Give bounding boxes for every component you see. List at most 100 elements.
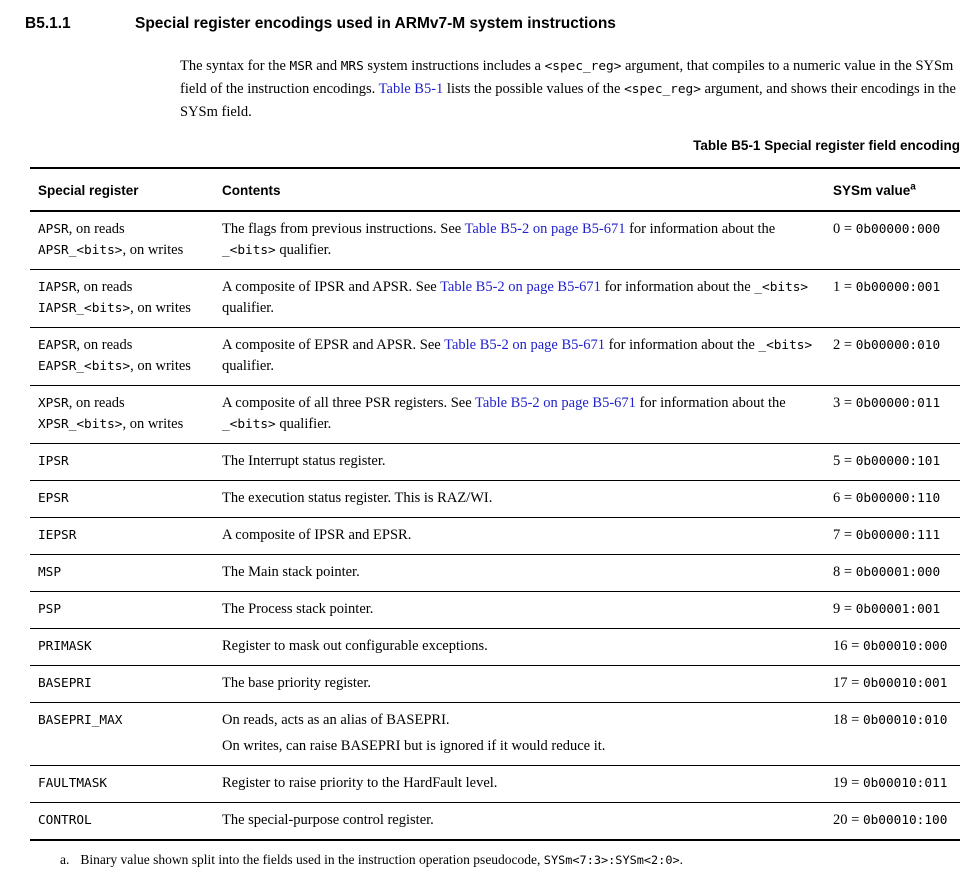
special-register-table: Special register Contents SYSm valuea AP… (30, 167, 960, 841)
register-line: FAULTMASK (38, 773, 214, 794)
text-run: qualifier. (222, 300, 274, 316)
sysm-value-cell: 7 = 0b00000:111 (833, 517, 960, 555)
table-row: EAPSR, on reads EAPSR_<bits>, on writes A … (30, 327, 960, 386)
register-line: CONTROL (38, 810, 214, 831)
inline-code: PSP (38, 602, 62, 617)
inline-code: <spec_reg> (544, 59, 622, 74)
table-row: PRIMASK Register to mask out configurable… (30, 628, 960, 666)
register-cell: IPSR (30, 443, 222, 481)
sysm-header-label: SYSm value (833, 183, 911, 198)
register-line: IEPSR (38, 525, 214, 546)
text-run: qualifier. (275, 416, 332, 432)
sysm-value-cell: 1 = 0b00000:001 (833, 269, 960, 328)
intro-paragraph: The syntax for the MSR and MRS system in… (180, 55, 960, 123)
register-cell: PRIMASK (30, 628, 222, 666)
text-run: for information about the (600, 279, 755, 295)
table-row: XPSR, on reads XPSR_<bits>, on writes A co… (30, 385, 960, 444)
inline-code: 0b00010:010 (862, 713, 948, 728)
inline-code: 0b00001:000 (855, 565, 941, 580)
sysm-value-cell: 18 = 0b00010:010 (833, 702, 960, 766)
text-run: for information about the (625, 221, 776, 237)
text-run: Binary value shown split into the fields… (80, 852, 544, 867)
sysm-value-cell: 9 = 0b00001:001 (833, 591, 960, 629)
inline-code: 0b00010:100 (862, 813, 948, 828)
inline-code: MSP (38, 565, 62, 580)
table-row: MSP The Main stack pointer. 8 = 0b00001:00… (30, 554, 960, 592)
cross-reference-link[interactable]: Table B5-2 on page B5-671 (464, 221, 626, 237)
text-run: , on reads (68, 395, 125, 411)
text-run: 20 = (833, 812, 863, 828)
inline-code: IAPSR_<bits> (38, 301, 131, 316)
contents-cell: The Main stack pointer. (222, 554, 833, 592)
inline-code: 0b00000:000 (855, 222, 941, 237)
sysm-value-cell: 16 = 0b00010:000 (833, 628, 960, 666)
table-row: PSP The Process stack pointer. 9 = 0b00001… (30, 591, 960, 629)
register-cell: IEPSR (30, 517, 222, 555)
register-line: EAPSR, on reads (38, 335, 214, 356)
register-line: IPSR (38, 451, 214, 472)
cross-reference-link[interactable]: Table B5-2 on page B5-671 (475, 395, 636, 411)
text-run: , on writes (130, 358, 191, 374)
text-run: 18 = (833, 712, 863, 728)
text-run: 9 = (833, 601, 856, 617)
register-line: IAPSR_<bits>, on writes (38, 298, 214, 319)
contents-paragraph: The execution status register. This is R… (222, 488, 825, 509)
register-cell: IAPSR, on reads IAPSR_<bits>, on writes (30, 269, 222, 328)
text-run: The syntax for the (180, 58, 290, 74)
table-header-row: Special register Contents SYSm valuea (30, 168, 960, 212)
contents-paragraph: The flags from previous instructions. Se… (222, 219, 825, 261)
contents-cell: On reads, acts as an alias of BASEPRI. On… (222, 702, 833, 766)
text-run: The execution status register. This is R… (222, 490, 493, 506)
table-row: CONTROL The special-purpose control regis… (30, 803, 960, 841)
register-cell: BASEPRI_MAX (30, 702, 222, 766)
text-run: The Interrupt status register. (222, 453, 386, 469)
register-line: APSR_<bits>, on writes (38, 240, 214, 261)
register-cell: EAPSR, on reads EAPSR_<bits>, on writes (30, 327, 222, 386)
text-run: and (312, 58, 341, 74)
inline-code: _<bits> (222, 243, 276, 258)
sysm-value-cell: 5 = 0b00000:101 (833, 443, 960, 481)
contents-paragraph: Register to mask out configurable except… (222, 636, 825, 657)
section-title: Special register encodings used in ARMv7… (135, 15, 616, 32)
text-run: On reads, acts as an alias of BASEPRI. (222, 712, 450, 728)
register-line: EPSR (38, 488, 214, 509)
cross-reference-link[interactable]: Table B5-2 on page B5-671 (444, 337, 605, 353)
text-run: The base priority register. (222, 675, 371, 691)
register-line: XPSR_<bits>, on writes (38, 414, 214, 435)
contents-paragraph: On writes, can raise BASEPRI but is igno… (222, 736, 825, 757)
inline-code: 0b00010:001 (862, 676, 948, 691)
sysm-value-cell: 20 = 0b00010:100 (833, 803, 960, 841)
text-run: , on reads (68, 221, 125, 237)
cross-reference-link[interactable]: Table B5-1 (378, 81, 444, 97)
text-run: , on writes (122, 416, 184, 432)
table-row: IAPSR, on reads IAPSR_<bits>, on writes A … (30, 269, 960, 328)
inline-code: EPSR (38, 491, 69, 506)
inline-code: APSR_<bits> (38, 243, 123, 258)
col-header-contents: Contents (222, 168, 833, 212)
inline-code: 0b00001:001 (855, 602, 941, 617)
register-cell: PSP (30, 591, 222, 629)
cross-reference-link[interactable]: Table B5-2 on page B5-671 (440, 279, 601, 295)
contents-cell: The execution status register. This is R… (222, 480, 833, 518)
register-line: PRIMASK (38, 636, 214, 657)
contents-cell: Register to mask out configurable except… (222, 628, 833, 666)
text-run: , on writes (130, 300, 191, 316)
inline-code: 0b00000:111 (855, 528, 941, 543)
text-run: for information about the (635, 395, 786, 411)
register-cell: APSR, on reads APSR_<bits>, on writes (30, 211, 222, 270)
register-cell: EPSR (30, 480, 222, 518)
col-header-sysm-value: SYSm valuea (833, 168, 960, 212)
text-run: 1 = (833, 279, 856, 295)
register-line: EAPSR_<bits>, on writes (38, 356, 214, 377)
contents-cell: A composite of IPSR and APSR. See Table … (222, 269, 833, 328)
sysm-value-cell: 6 = 0b00000:110 (833, 480, 960, 518)
contents-cell: The base priority register. (222, 665, 833, 703)
footnote-marker: a. (60, 852, 70, 867)
inline-code: 0b00000:011 (855, 396, 941, 411)
text-run: The special-purpose control register. (222, 812, 434, 828)
contents-cell: The special-purpose control register. (222, 803, 833, 841)
table-row: IPSR The Interrupt status register. 5 = 0b… (30, 443, 960, 481)
contents-paragraph: The Interrupt status register. (222, 451, 825, 472)
contents-paragraph: A composite of IPSR and EPSR. (222, 525, 825, 546)
table-row: EPSR The execution status register. This … (30, 480, 960, 518)
